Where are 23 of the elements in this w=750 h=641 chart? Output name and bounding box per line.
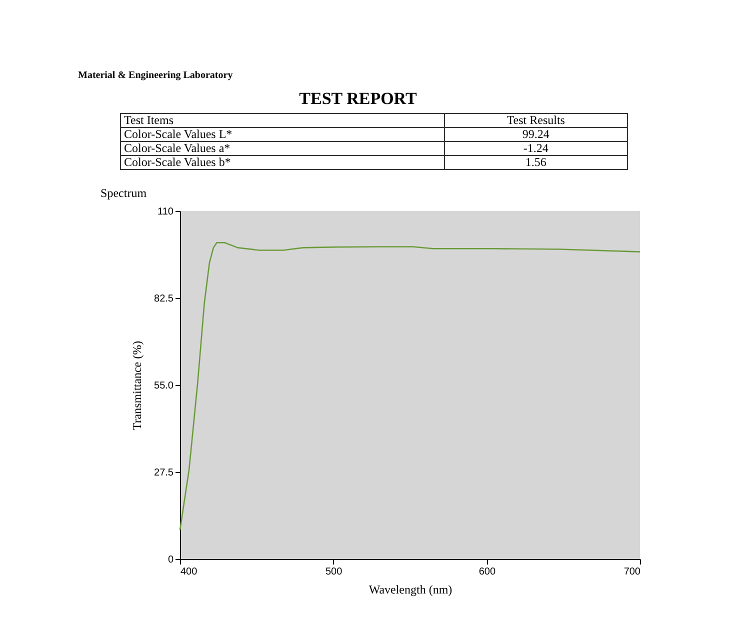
y-tick-label: 55.0 bbox=[154, 380, 174, 392]
y-tick-label: 110 bbox=[158, 206, 174, 218]
y-axis-title: Transmittance (%) bbox=[130, 340, 144, 430]
chart-title: Spectrum bbox=[100, 186, 148, 200]
x-tick-label: 400 bbox=[180, 566, 198, 578]
x-tick-label: 500 bbox=[325, 566, 343, 578]
text: TEST REPORT bbox=[298, 89, 418, 109]
x-tick-label: 700 bbox=[624, 566, 641, 578]
category-label: Color-Scale Values b* bbox=[120, 155, 444, 170]
category-label: Color-Scale Values a* bbox=[120, 141, 444, 156]
y-tick-label: 82.5 bbox=[154, 294, 174, 304]
text: Test Results bbox=[444, 113, 628, 128]
category-label: Color-Scale Values L* bbox=[120, 127, 444, 142]
text: Material & Engineering Laboratory bbox=[78, 70, 234, 81]
text: Test Items bbox=[120, 113, 444, 128]
x-tick-label: 600 bbox=[478, 566, 496, 578]
line-series bbox=[179, 242, 641, 531]
x-axis-title: Wavelength (nm) bbox=[368, 582, 452, 596]
y-tick-label: 27.5 bbox=[154, 468, 174, 478]
data-label: -1.24 bbox=[444, 141, 628, 156]
data-label: 99.24 bbox=[444, 127, 628, 142]
data-label: 1.56 bbox=[444, 155, 628, 170]
y-tick-label: 0 bbox=[168, 554, 174, 566]
